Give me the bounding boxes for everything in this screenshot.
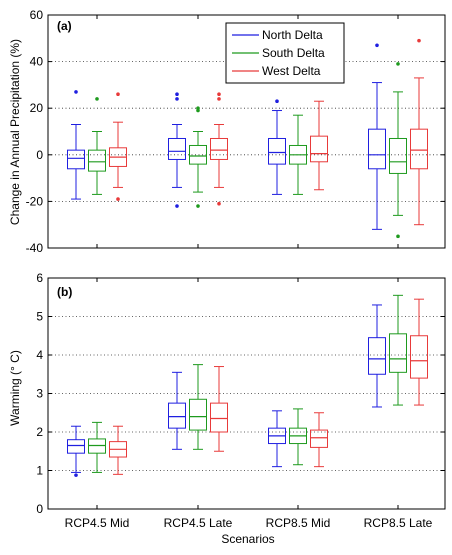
box-b-north-delta-3 [268, 410, 286, 468]
box-iqr [210, 137, 228, 160]
box-b-north-delta-1 [67, 425, 85, 477]
box-a-south-delta-1 [88, 97, 106, 195]
box-iqr [189, 398, 207, 431]
x-tick-label: RCP8.5 Mid [266, 516, 331, 530]
y-axis-label-a: Change in Annual Precipitation (%) [8, 39, 22, 225]
box-b-west-delta-1 [109, 425, 127, 475]
y-tick-label-a: 40 [30, 55, 44, 69]
box-iqr [67, 149, 85, 170]
outlier-point [175, 97, 179, 101]
y-tick-label-b: 4 [36, 348, 43, 362]
box-a-north-delta-1 [67, 90, 85, 200]
y-tick-label-a: -40 [26, 241, 44, 255]
x-tick-label: RCP4.5 Mid [65, 516, 130, 530]
y-tick-label-b: 5 [36, 310, 43, 324]
box-b-south-delta-4 [389, 294, 407, 406]
box-a-south-delta-3 [289, 114, 307, 195]
panel-b-warming: 0 1 2 3 4 5 6 RCP4.5 Mid RCP4.5 Late RCP8.5 Mid RC… [8, 271, 446, 530]
box-iqr [168, 402, 186, 429]
legend-label-north-delta: North Delta [262, 28, 323, 42]
outlier-point [74, 90, 78, 94]
box-b-west-delta-4 [410, 298, 428, 406]
box-a-south-delta-4 [389, 62, 407, 239]
plot-area-a: -40 -20 0 20 40 60 [26, 8, 446, 255]
box-a-west-delta-3 [310, 100, 328, 191]
x-tick-label: RCP4.5 Late [164, 516, 233, 530]
box-a-south-delta-2 [189, 106, 207, 208]
outlier-point [396, 234, 400, 239]
box-iqr [368, 337, 386, 375]
y-tick-label-a: 60 [30, 8, 44, 22]
axes-frame-a [47, 14, 446, 249]
y-axis-label-b: Warming (° C) [8, 350, 22, 426]
box-b-south-delta-1 [88, 421, 106, 473]
box-b-north-delta-2 [168, 371, 186, 450]
legend-label-south-delta: South Delta [262, 46, 325, 60]
box-iqr [268, 137, 286, 165]
box-a-west-delta-4 [410, 38, 428, 226]
y-tick-label-b: 6 [36, 271, 43, 285]
box-iqr [410, 335, 428, 379]
x-tick-label: RCP8.5 Late [364, 516, 433, 530]
outlier-point [175, 204, 179, 208]
box-iqr [67, 439, 85, 454]
box-a-north-delta-4 [368, 43, 386, 230]
outlier-point [217, 92, 221, 97]
box-iqr [389, 137, 407, 174]
y-tick-label-a: 0 [36, 148, 43, 162]
box-iqr [410, 128, 428, 170]
x-axis-label: Scenarios [221, 532, 274, 546]
y-tick-label-a: -20 [26, 194, 44, 208]
legend: North Delta South Delta West Delta [225, 22, 345, 84]
box-iqr [189, 144, 207, 165]
box-b-west-delta-2 [210, 366, 228, 452]
box-iqr [210, 402, 228, 433]
y-tick-label-b: 2 [36, 425, 43, 439]
box-iqr [368, 128, 386, 170]
box-b-west-delta-3 [310, 412, 328, 468]
outlier-point [417, 38, 421, 43]
y-tick-label-a: 20 [30, 101, 44, 115]
outlier-point [74, 473, 78, 477]
box-a-west-delta-1 [109, 92, 127, 201]
outlier-point [116, 197, 120, 201]
panel-label-b: (b) [57, 285, 72, 299]
axes-frame-b [47, 277, 446, 510]
box-iqr [310, 429, 328, 448]
outlier-point [175, 92, 179, 97]
outlier-point [275, 99, 279, 104]
plot-area-b: 0 1 2 3 4 5 6 RCP4.5 Mid RCP4.5 Late RCP8.5 Mid RC… [36, 271, 446, 530]
outlier-point [396, 62, 400, 66]
box-a-west-delta-2 [210, 92, 228, 206]
box-a-north-delta-2 [168, 92, 186, 208]
outlier-point [375, 43, 379, 48]
y-tick-label-b: 1 [36, 464, 43, 478]
y-tick-label-b: 0 [36, 502, 43, 516]
box-a-north-delta-3 [268, 99, 286, 195]
box-iqr [168, 137, 186, 160]
outlier-point [116, 92, 120, 97]
panel-a-precipitation: -40 -20 0 20 40 60 Change in Annual Precipita… [8, 8, 446, 255]
legend-label-west-delta: West Delta [262, 64, 321, 78]
outlier-point [196, 204, 200, 208]
outlier-point [196, 106, 200, 110]
outlier-point [217, 97, 221, 101]
box-iqr [310, 135, 328, 163]
box-iqr [389, 333, 407, 373]
box-b-north-delta-4 [368, 304, 386, 408]
box-b-south-delta-3 [289, 408, 307, 466]
box-iqr [88, 149, 106, 172]
panel-label-a: (a) [57, 19, 72, 33]
y-tick-label-b: 3 [36, 387, 43, 401]
outlier-point [217, 201, 221, 206]
outlier-point [95, 97, 99, 101]
box-b-south-delta-2 [189, 364, 207, 450]
